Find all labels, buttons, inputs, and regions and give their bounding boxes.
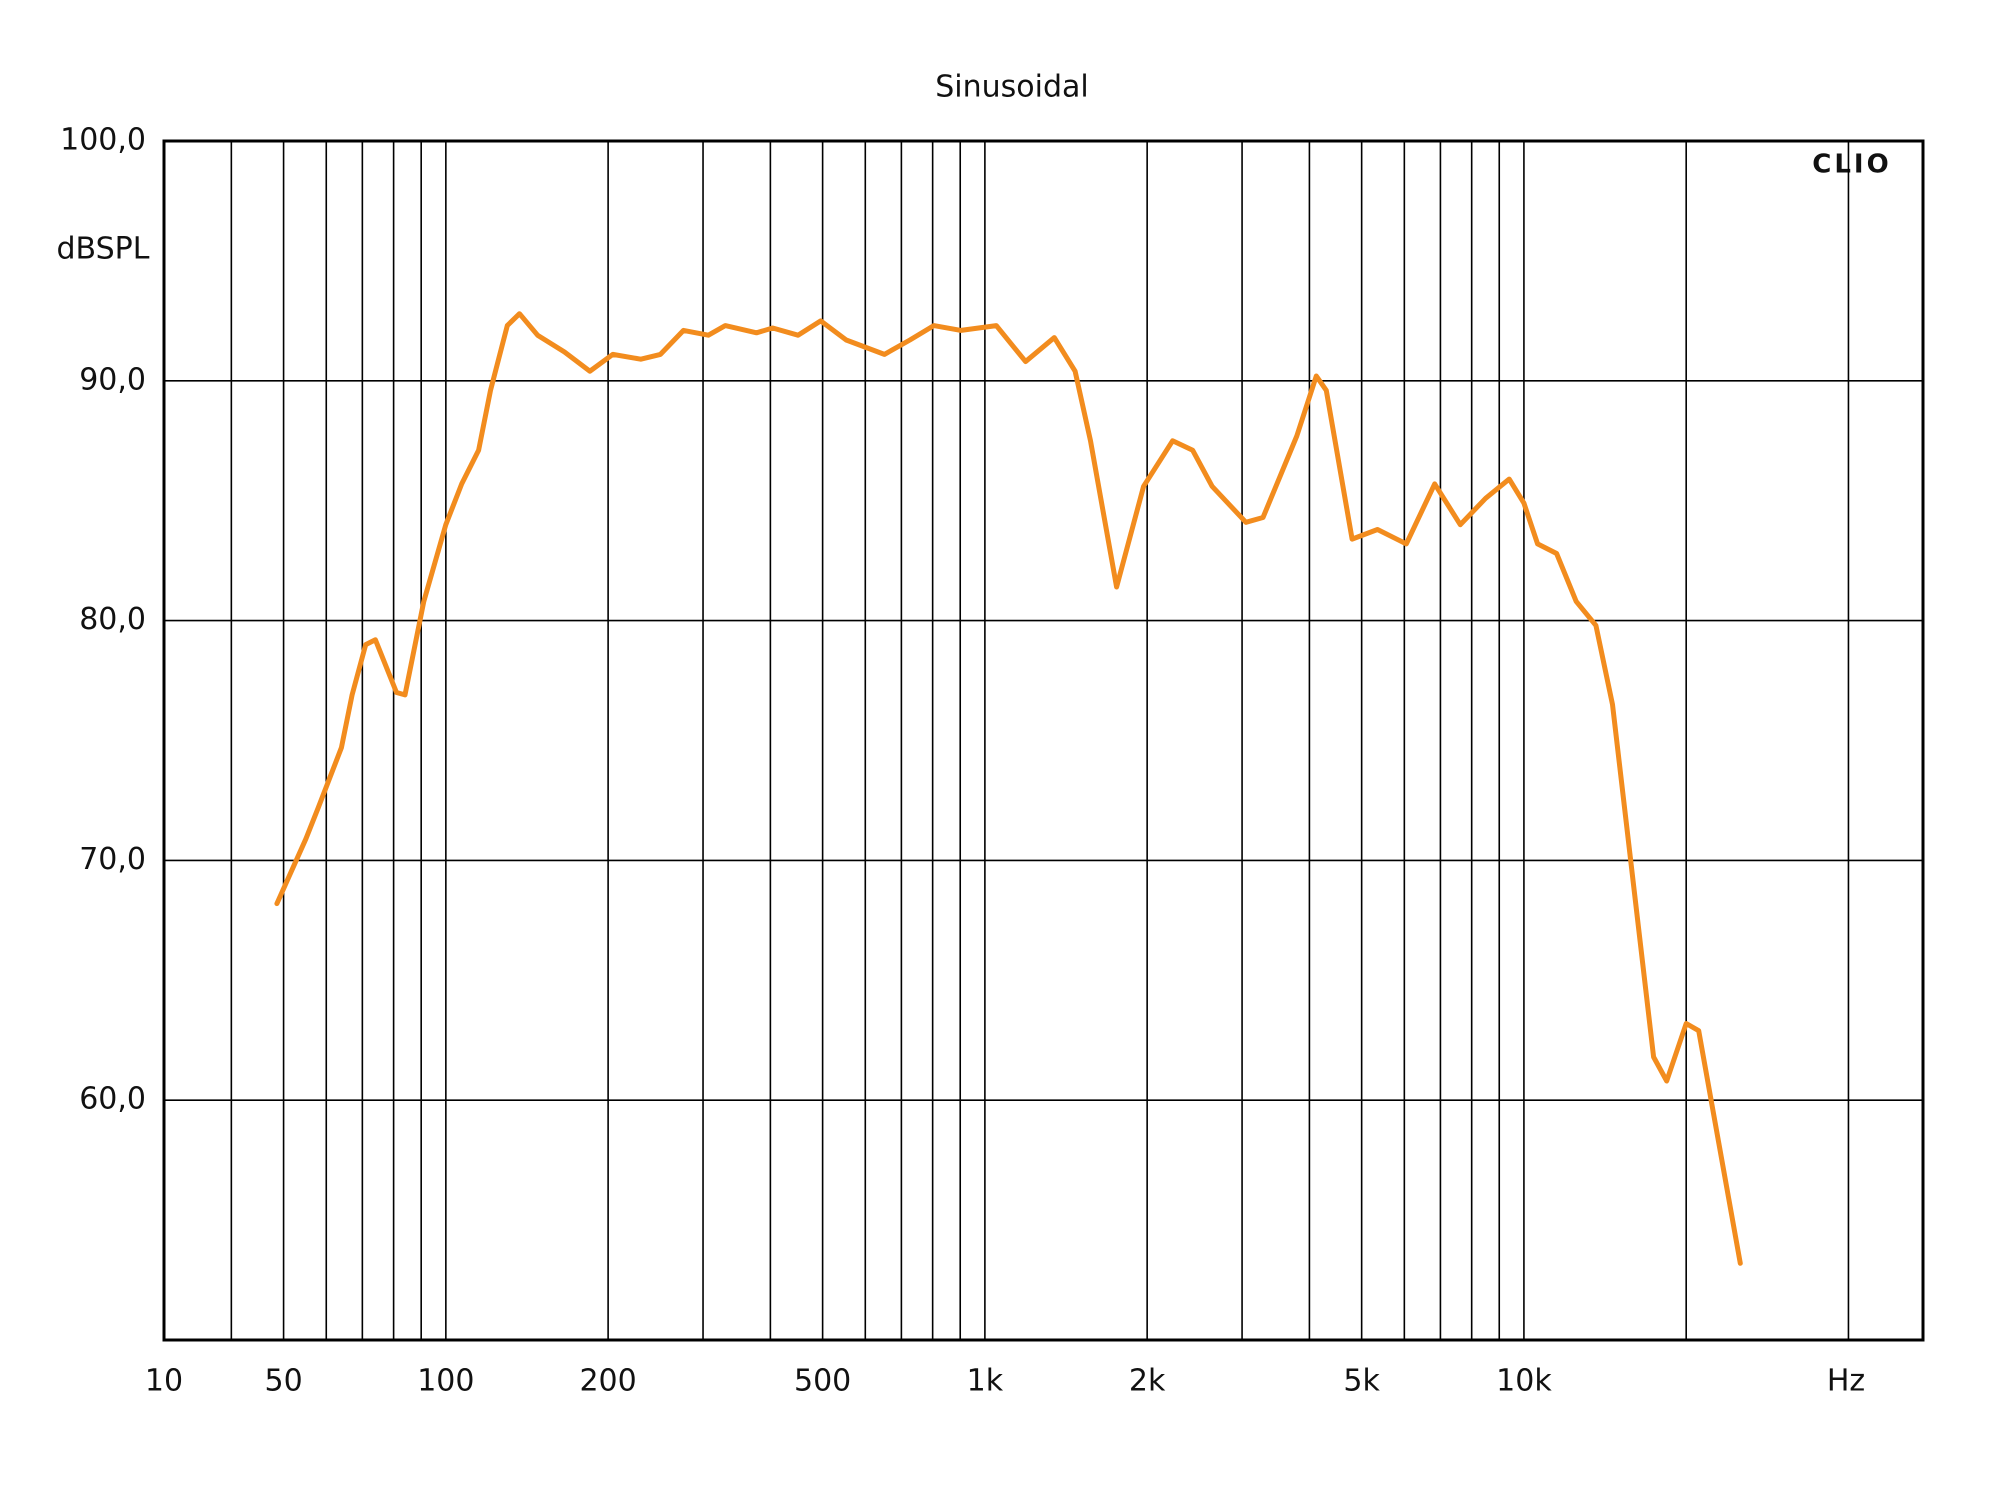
x-axis-unit: Hz (1827, 1364, 1865, 1399)
x-tick-label: 200 (579, 1364, 636, 1399)
x-tick-label: 100 (417, 1364, 474, 1399)
x-tick-label: 10 (145, 1364, 183, 1399)
x-tick-label: 500 (794, 1364, 851, 1399)
response-line (274, 311, 1743, 1266)
plot-frame (162, 139, 1925, 1342)
y-axis-label: dBSPL (57, 232, 150, 267)
y-tick-label: 80,0 (79, 602, 146, 637)
y-tick-label: 100,0 (60, 123, 146, 158)
x-tick-label: 5k (1343, 1364, 1380, 1399)
x-tick-label: 50 (264, 1364, 302, 1399)
logo: CLIO (1812, 150, 1891, 180)
x-tick-label: 10k (1496, 1364, 1552, 1399)
x-tick-label: 1k (967, 1364, 1004, 1399)
x-tick-label: 2k (1129, 1364, 1166, 1399)
y-tick-label: 60,0 (79, 1082, 146, 1117)
y-tick-label: 90,0 (79, 362, 146, 397)
y-tick-label: 70,0 (79, 842, 146, 877)
chart-title: Sinusoidal (935, 70, 1089, 105)
